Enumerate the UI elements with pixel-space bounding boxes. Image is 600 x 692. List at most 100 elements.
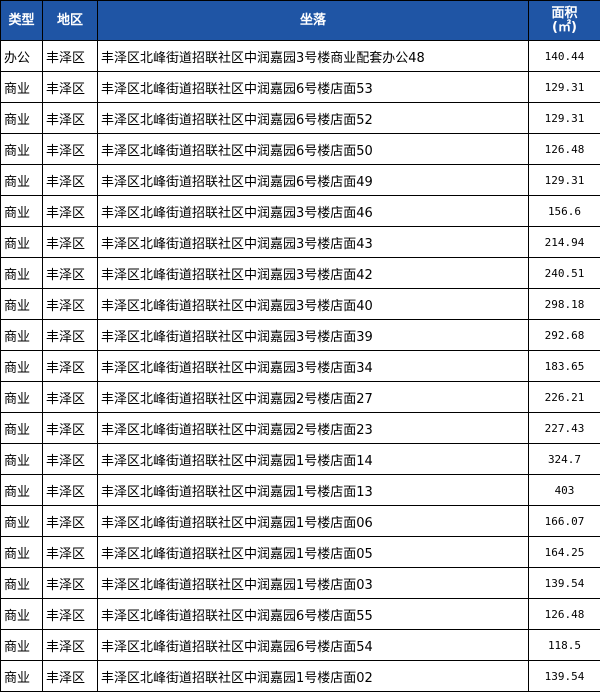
table-cell: 118.5 <box>529 630 600 661</box>
header-row: 类型 地区 坐落 面积(㎡) <box>1 1 600 41</box>
table-cell: 商业 <box>1 351 43 382</box>
header-cell: 坐落 <box>98 1 529 41</box>
table-cell: 丰泽区 <box>43 289 98 320</box>
table-cell: 129.31 <box>529 72 600 103</box>
table-cell: 商业 <box>1 661 43 692</box>
table-cell: 商业 <box>1 382 43 413</box>
table-cell: 丰泽区 <box>43 41 98 72</box>
table-cell: 129.31 <box>529 103 600 134</box>
table-cell: 商业 <box>1 444 43 475</box>
table-cell: 139.54 <box>529 568 600 599</box>
table-cell: 商业 <box>1 258 43 289</box>
table-cell: 214.94 <box>529 227 600 258</box>
table-cell: 丰泽区北峰街道招联社区中润嘉园3号楼店面40 <box>98 289 529 320</box>
table-cell: 丰泽区 <box>43 475 98 506</box>
table-cell: 丰泽区北峰街道招联社区中润嘉园1号楼店面05 <box>98 537 529 568</box>
table-cell: 丰泽区 <box>43 351 98 382</box>
table-cell: 商业 <box>1 196 43 227</box>
table-cell: 丰泽区北峰街道招联社区中润嘉园3号楼店面42 <box>98 258 529 289</box>
table-cell: 226.21 <box>529 382 600 413</box>
table-cell: 丰泽区北峰街道招联社区中润嘉园6号楼店面53 <box>98 72 529 103</box>
table-cell: 商业 <box>1 413 43 444</box>
table-cell: 丰泽区 <box>43 537 98 568</box>
table-cell: 126.48 <box>529 599 600 630</box>
table-cell: 商业 <box>1 630 43 661</box>
table-cell: 丰泽区北峰街道招联社区中润嘉园1号楼店面03 <box>98 568 529 599</box>
table-cell: 商业 <box>1 506 43 537</box>
table-cell: 丰泽区北峰街道招联社区中润嘉园1号楼店面14 <box>98 444 529 475</box>
table-cell: 丰泽区 <box>43 227 98 258</box>
table-cell: 丰泽区北峰街道招联社区中润嘉园6号楼店面55 <box>98 599 529 630</box>
table-cell: 丰泽区北峰街道招联社区中润嘉园6号楼店面54 <box>98 630 529 661</box>
table-cell: 商业 <box>1 475 43 506</box>
table-cell: 商业 <box>1 289 43 320</box>
table-cell: 403 <box>529 475 600 506</box>
table-cell: 丰泽区 <box>43 196 98 227</box>
table-cell: 丰泽区北峰街道招联社区中润嘉园3号楼店面46 <box>98 196 529 227</box>
header-cell: 类型 <box>1 1 43 41</box>
table-cell: 丰泽区 <box>43 320 98 351</box>
table-cell: 126.48 <box>529 134 600 165</box>
table-cell: 丰泽区 <box>43 72 98 103</box>
table-cell: 140.44 <box>529 41 600 72</box>
table-cell: 丰泽区北峰街道招联社区中润嘉园3号楼商业配套办公48 <box>98 41 529 72</box>
header-cell: 面积(㎡) <box>529 1 600 41</box>
table-cell: 丰泽区北峰街道招联社区中润嘉园6号楼店面50 <box>98 134 529 165</box>
table-cell: 丰泽区北峰街道招联社区中润嘉园3号楼店面39 <box>98 320 529 351</box>
table-cell: 商业 <box>1 134 43 165</box>
table-cell: 丰泽区北峰街道招联社区中润嘉园3号楼店面34 <box>98 351 529 382</box>
table-cell: 292.68 <box>529 320 600 351</box>
table-cell: 商业 <box>1 165 43 196</box>
table-cell: 商业 <box>1 537 43 568</box>
table-cell: 丰泽区 <box>43 382 98 413</box>
table-cell: 丰泽区 <box>43 599 98 630</box>
table-cell: 商业 <box>1 72 43 103</box>
table-cell: 156.6 <box>529 196 600 227</box>
table-cell: 164.25 <box>529 537 600 568</box>
table-cell: 丰泽区北峰街道招联社区中润嘉园3号楼店面43 <box>98 227 529 258</box>
table-cell: 丰泽区北峰街道招联社区中润嘉园1号楼店面02 <box>98 661 529 692</box>
table-cell: 丰泽区北峰街道招联社区中润嘉园2号楼店面23 <box>98 413 529 444</box>
table-cell: 丰泽区 <box>43 506 98 537</box>
table-cell: 商业 <box>1 568 43 599</box>
header-unit: (㎡) <box>552 20 577 35</box>
table-cell: 丰泽区 <box>43 413 98 444</box>
table-cell: 办公 <box>1 41 43 72</box>
table-cell: 丰泽区 <box>43 103 98 134</box>
table-cell: 丰泽区北峰街道招联社区中润嘉园1号楼店面06 <box>98 506 529 537</box>
table-cell: 183.65 <box>529 351 600 382</box>
table-cell: 丰泽区北峰街道招联社区中润嘉园6号楼店面49 <box>98 165 529 196</box>
table-cell: 商业 <box>1 599 43 630</box>
table-cell: 324.7 <box>529 444 600 475</box>
table-cell: 丰泽区北峰街道招联社区中润嘉园6号楼店面52 <box>98 103 529 134</box>
header-text: 面积 <box>551 6 577 21</box>
table-cell: 丰泽区北峰街道招联社区中润嘉园1号楼店面13 <box>98 475 529 506</box>
table-cell: 丰泽区 <box>43 661 98 692</box>
table-cell: 丰泽区 <box>43 134 98 165</box>
table-cell: 丰泽区 <box>43 630 98 661</box>
table-cell: 丰泽区北峰街道招联社区中润嘉园2号楼店面27 <box>98 382 529 413</box>
table-cell: 298.18 <box>529 289 600 320</box>
table-cell: 240.51 <box>529 258 600 289</box>
table-cell: 商业 <box>1 227 43 258</box>
table-cell: 商业 <box>1 320 43 351</box>
table-cell: 139.54 <box>529 661 600 692</box>
table-cell: 丰泽区 <box>43 444 98 475</box>
table-cell: 丰泽区 <box>43 568 98 599</box>
